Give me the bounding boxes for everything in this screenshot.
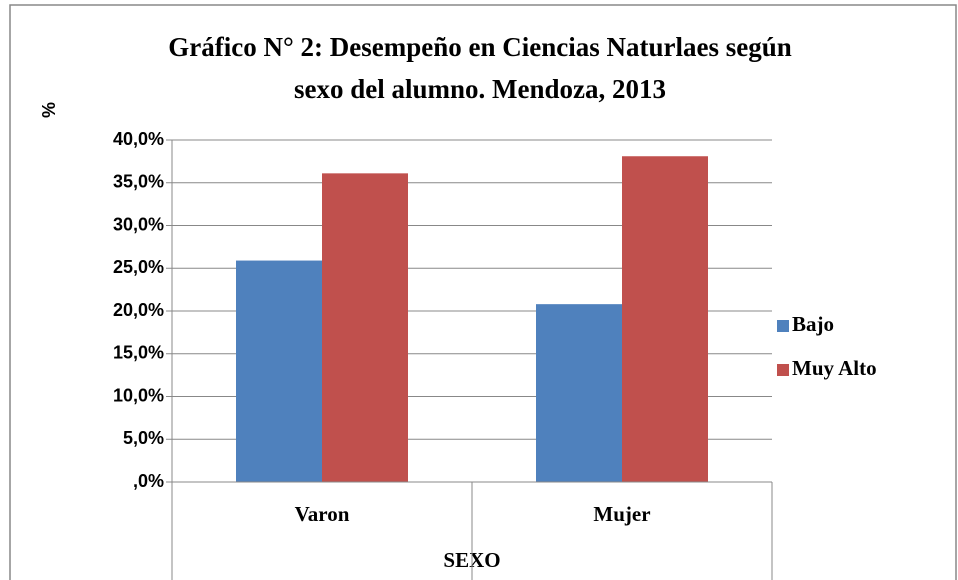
y-tick-label: 5,0% [123, 428, 164, 448]
legend-label: Bajo [792, 312, 834, 336]
legend-swatch [777, 320, 789, 332]
bar [322, 173, 408, 482]
bar [622, 156, 708, 482]
chart-title: sexo del alumno. Mendoza, 2013 [294, 74, 666, 104]
legend-swatch [777, 364, 789, 376]
y-tick-label: 25,0% [113, 257, 164, 277]
bar [236, 260, 322, 482]
y-tick-label: 35,0% [113, 172, 164, 192]
x-tick-label: Mujer [593, 502, 650, 526]
bar [536, 304, 622, 482]
chart-title: Gráfico N° 2: Desempeño en Ciencias Natu… [168, 32, 791, 62]
y-tick-label: 15,0% [113, 343, 164, 363]
y-tick-label: 30,0% [113, 214, 164, 234]
y-axis-label: % [39, 102, 59, 118]
chart-border [9, 4, 957, 580]
legend-label: Muy Alto [792, 356, 877, 380]
y-tick-label: 20,0% [113, 300, 164, 320]
y-tick-label: 10,0% [113, 385, 164, 405]
y-tick-label: 40,0% [113, 129, 164, 149]
x-tick-label: Varon [295, 502, 350, 526]
y-tick-label: ,0% [133, 471, 164, 491]
